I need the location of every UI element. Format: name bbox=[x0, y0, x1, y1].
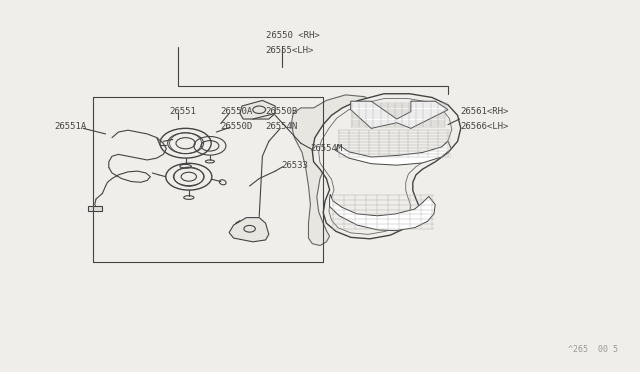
Polygon shape bbox=[291, 95, 378, 246]
Text: 26550D: 26550D bbox=[221, 122, 253, 131]
Text: 26550A: 26550A bbox=[221, 107, 253, 116]
Text: ^265  00 5: ^265 00 5 bbox=[568, 345, 618, 354]
Text: 26555<LH>: 26555<LH> bbox=[266, 46, 314, 55]
Polygon shape bbox=[330, 194, 435, 231]
Polygon shape bbox=[229, 218, 269, 242]
Polygon shape bbox=[336, 141, 451, 165]
Text: 26550B: 26550B bbox=[266, 107, 298, 116]
FancyBboxPatch shape bbox=[88, 206, 102, 211]
Polygon shape bbox=[312, 94, 461, 239]
Text: 26554N: 26554N bbox=[266, 122, 298, 131]
Text: 26533: 26533 bbox=[282, 161, 308, 170]
Text: 26554M: 26554M bbox=[310, 144, 342, 153]
Polygon shape bbox=[351, 101, 448, 128]
Text: 26551: 26551 bbox=[170, 107, 196, 116]
Text: 26566<LH>: 26566<LH> bbox=[461, 122, 509, 131]
Text: 26561<RH>: 26561<RH> bbox=[461, 107, 509, 116]
Polygon shape bbox=[240, 100, 275, 119]
Text: 26550 <RH>: 26550 <RH> bbox=[266, 31, 319, 40]
Text: 26551A: 26551A bbox=[54, 122, 86, 131]
